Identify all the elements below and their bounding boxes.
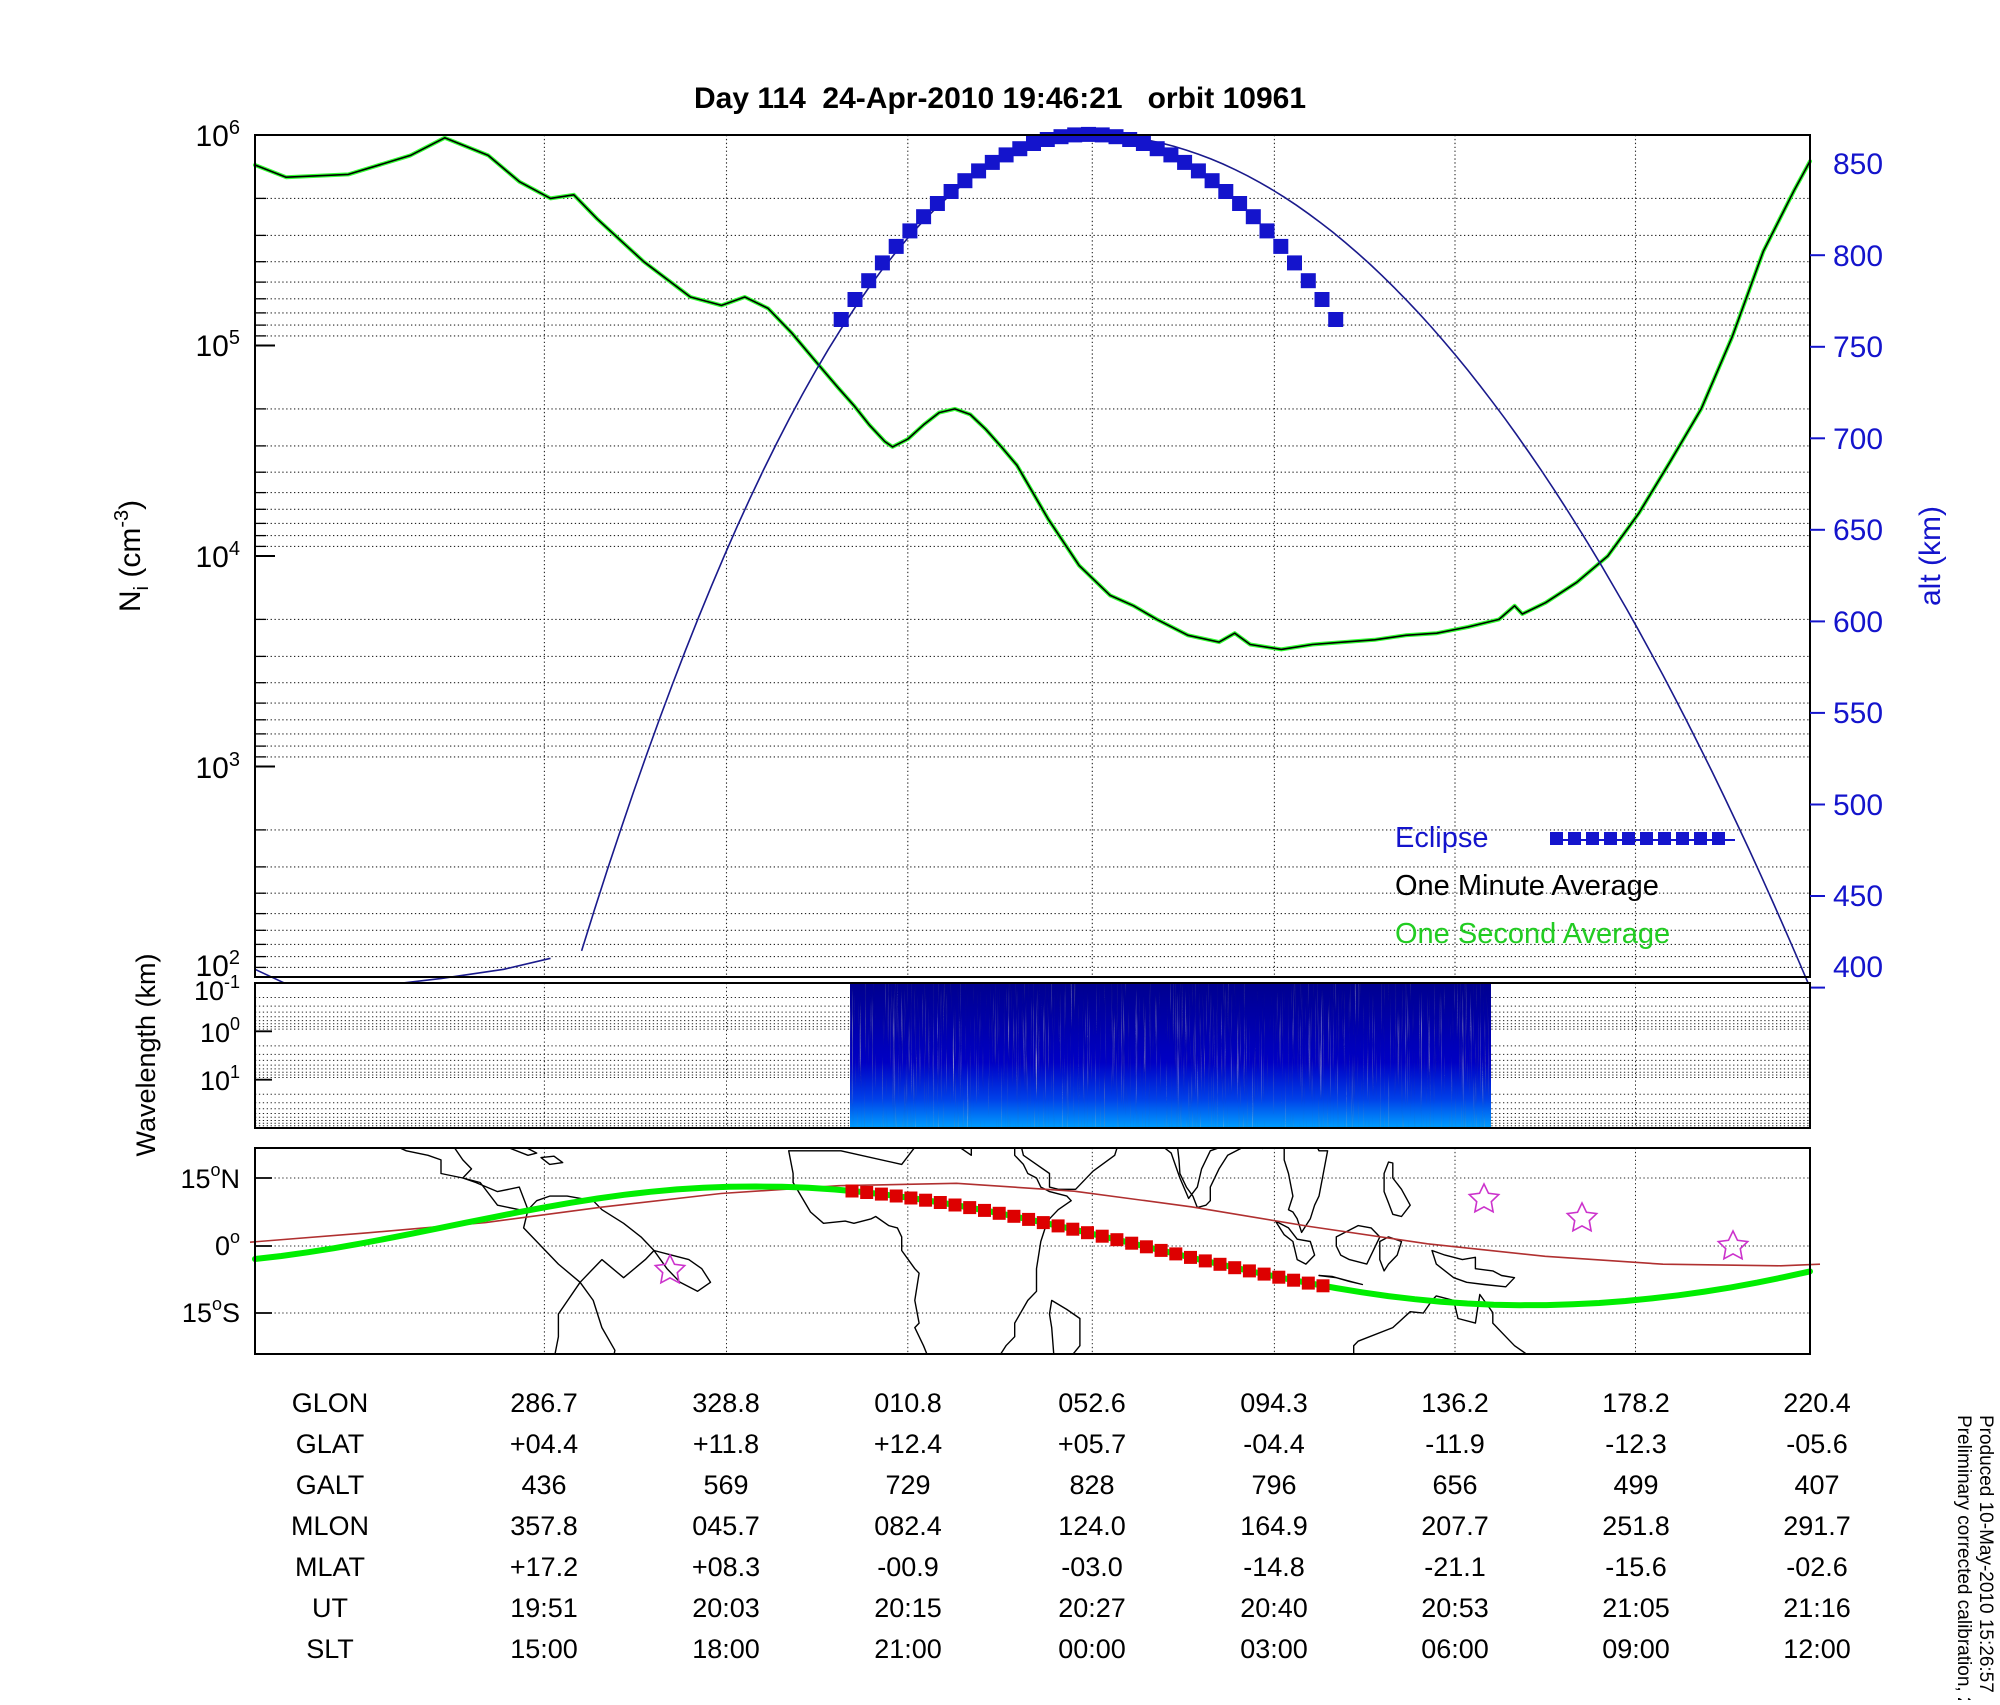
svg-text:GALT: GALT [296, 1470, 365, 1500]
svg-text:-21.1: -21.1 [1424, 1552, 1486, 1582]
svg-text:20:40: 20:40 [1240, 1593, 1308, 1623]
svg-text:-04.4: -04.4 [1243, 1429, 1305, 1459]
svg-text:Eclipse: Eclipse [1395, 822, 1489, 854]
svg-text:136.2: 136.2 [1421, 1388, 1489, 1418]
svg-text:09:00: 09:00 [1602, 1634, 1670, 1664]
svg-text:-14.8: -14.8 [1243, 1552, 1305, 1582]
svg-text:436: 436 [521, 1470, 566, 1500]
svg-text:828: 828 [1069, 1470, 1114, 1500]
svg-text:21:05: 21:05 [1602, 1593, 1670, 1623]
svg-text:One Minute Average: One Minute Average [1395, 870, 1659, 902]
svg-text:06:00: 06:00 [1421, 1634, 1489, 1664]
svg-text:400: 400 [1833, 951, 1883, 984]
svg-text:Produced 10-May-2010 15:26:57: Produced 10-May-2010 15:26:57 [1975, 1415, 1996, 1693]
svg-text:+05.7: +05.7 [1058, 1429, 1126, 1459]
svg-text:+17.2: +17.2 [510, 1552, 578, 1582]
svg-text:20:03: 20:03 [692, 1593, 760, 1623]
svg-text:-00.9: -00.9 [877, 1552, 939, 1582]
svg-text:MLON: MLON [291, 1511, 369, 1541]
svg-text:251.8: 251.8 [1602, 1511, 1670, 1541]
svg-text:18:00: 18:00 [692, 1634, 760, 1664]
svg-text:010.8: 010.8 [874, 1388, 942, 1418]
svg-text:291.7: 291.7 [1783, 1511, 1851, 1541]
svg-text:850: 850 [1833, 148, 1883, 181]
svg-text:20:15: 20:15 [874, 1593, 942, 1623]
svg-text:15oS: 15oS [182, 1294, 240, 1328]
svg-text:164.9: 164.9 [1240, 1511, 1308, 1541]
svg-text:656: 656 [1432, 1470, 1477, 1500]
svg-text:UT: UT [312, 1593, 348, 1623]
svg-text:750: 750 [1833, 331, 1883, 364]
svg-text:357.8: 357.8 [510, 1511, 578, 1541]
svg-text:alt (km): alt (km) [1914, 506, 1947, 606]
svg-text:19:51: 19:51 [510, 1593, 578, 1623]
svg-text:Preliminary corrected calibrat: Preliminary corrected calibration, 2/11/… [1953, 1415, 1974, 1700]
svg-text:-15.6: -15.6 [1605, 1552, 1667, 1582]
svg-text:+11.8: +11.8 [693, 1429, 759, 1459]
svg-text:207.7: 207.7 [1421, 1511, 1489, 1541]
svg-text:082.4: 082.4 [874, 1511, 942, 1541]
svg-text:Day 114 24-Apr-2010 19:46:21: Day 114 24-Apr-2010 19:46:21 orbit 10961 [694, 82, 1306, 115]
svg-text:550: 550 [1833, 697, 1883, 730]
svg-text:MLAT: MLAT [295, 1552, 365, 1582]
svg-text:Wavelength (km): Wavelength (km) [131, 953, 161, 1156]
svg-text:052.6: 052.6 [1058, 1388, 1126, 1418]
svg-text:-12.3: -12.3 [1605, 1429, 1667, 1459]
svg-text:GLON: GLON [292, 1388, 369, 1418]
svg-text:500: 500 [1833, 789, 1883, 822]
svg-text:15:00: 15:00 [510, 1634, 578, 1664]
svg-text:One Second Average: One Second Average [1395, 918, 1670, 950]
svg-text:499: 499 [1613, 1470, 1658, 1500]
svg-text:+08.3: +08.3 [692, 1552, 760, 1582]
svg-text:220.4: 220.4 [1783, 1388, 1851, 1418]
svg-text:178.2: 178.2 [1602, 1388, 1670, 1418]
svg-text:094.3: 094.3 [1240, 1388, 1308, 1418]
svg-text:15oN: 15oN [180, 1160, 240, 1194]
svg-text:450: 450 [1833, 880, 1883, 913]
svg-text:-02.6: -02.6 [1786, 1552, 1848, 1582]
svg-text:12:00: 12:00 [1783, 1634, 1851, 1664]
svg-text:+04.4: +04.4 [510, 1429, 578, 1459]
svg-text:-05.6: -05.6 [1786, 1429, 1848, 1459]
svg-text:20:27: 20:27 [1058, 1593, 1126, 1623]
svg-text:21:16: 21:16 [1783, 1593, 1851, 1623]
svg-text:-11.9: -11.9 [1425, 1429, 1485, 1459]
svg-text:GLAT: GLAT [296, 1429, 365, 1459]
svg-text:600: 600 [1833, 606, 1883, 639]
svg-text:796: 796 [1251, 1470, 1296, 1500]
svg-text:328.8: 328.8 [692, 1388, 760, 1418]
svg-text:SLT: SLT [306, 1634, 354, 1664]
svg-text:+12.4: +12.4 [874, 1429, 942, 1459]
svg-text:650: 650 [1833, 514, 1883, 547]
svg-text:407: 407 [1794, 1470, 1839, 1500]
svg-text:21:00: 21:00 [874, 1634, 942, 1664]
svg-text:03:00: 03:00 [1240, 1634, 1308, 1664]
svg-text:569: 569 [703, 1470, 748, 1500]
svg-text:729: 729 [885, 1470, 930, 1500]
svg-text:286.7: 286.7 [510, 1388, 578, 1418]
svg-text:00:00: 00:00 [1058, 1634, 1126, 1664]
svg-text:-03.0: -03.0 [1061, 1552, 1123, 1582]
svg-text:700: 700 [1833, 423, 1883, 456]
svg-text:800: 800 [1833, 240, 1883, 273]
svg-text:045.7: 045.7 [692, 1511, 760, 1541]
svg-text:124.0: 124.0 [1058, 1511, 1126, 1541]
svg-text:20:53: 20:53 [1421, 1593, 1489, 1623]
